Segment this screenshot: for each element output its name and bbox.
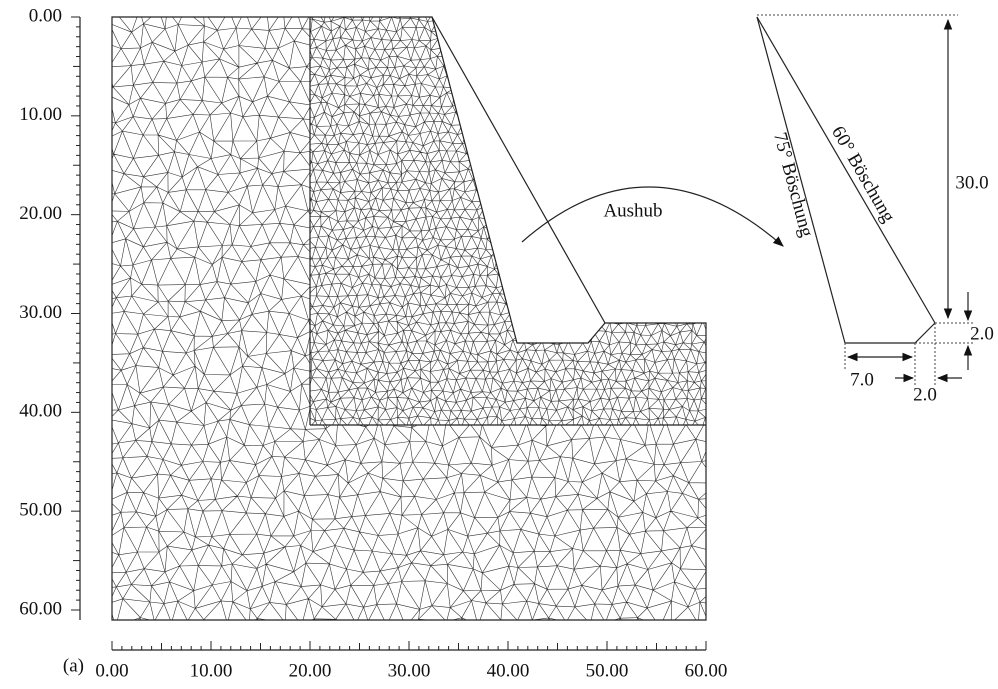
panel-label: (a): [63, 655, 84, 676]
annotation: 30.0: [955, 172, 988, 193]
annotation: 2.0: [970, 323, 994, 344]
x-tick-label: 40.00: [487, 660, 530, 681]
y-tick-label: 20.00: [19, 203, 62, 224]
annotation: 60° Böschung: [827, 123, 899, 227]
x-tick-label: 0.00: [95, 660, 128, 681]
curved-arrow: [521, 186, 784, 247]
annotation: 75° Böschung: [769, 130, 817, 240]
annotation: 7.0: [850, 369, 874, 390]
slope-line: [756, 16, 936, 324]
slope-line: [756, 16, 846, 344]
x-tick-label: 30.00: [388, 660, 431, 681]
fe-mesh: [112, 17, 706, 620]
annotation: 2.0: [913, 384, 937, 405]
berm: [845, 322, 936, 344]
y-tick-label: 30.00: [19, 302, 62, 323]
x-tick-label: 50.00: [586, 660, 629, 681]
annotation: Aushub: [603, 200, 662, 221]
y-tick-label: 50.00: [19, 500, 62, 521]
y-tick-label: 40.00: [19, 401, 62, 422]
axis-ticks: 0.00 10.00 20.00 30.00 40.00 50.00 60.00 0.00 10…: [19, 5, 727, 681]
y-tick-label: 0.00: [29, 5, 62, 26]
mesh-lines: [310, 17, 706, 425]
x-tick-label: 60.00: [685, 660, 728, 681]
domain-outline: [111, 16, 707, 621]
x-tick-label: 10.00: [190, 660, 233, 681]
x-tick-label: 20.00: [289, 660, 332, 681]
slope-line: [431, 16, 606, 324]
y-tick-label: 10.00: [19, 104, 62, 125]
y-tick-label: 60.00: [19, 598, 62, 619]
